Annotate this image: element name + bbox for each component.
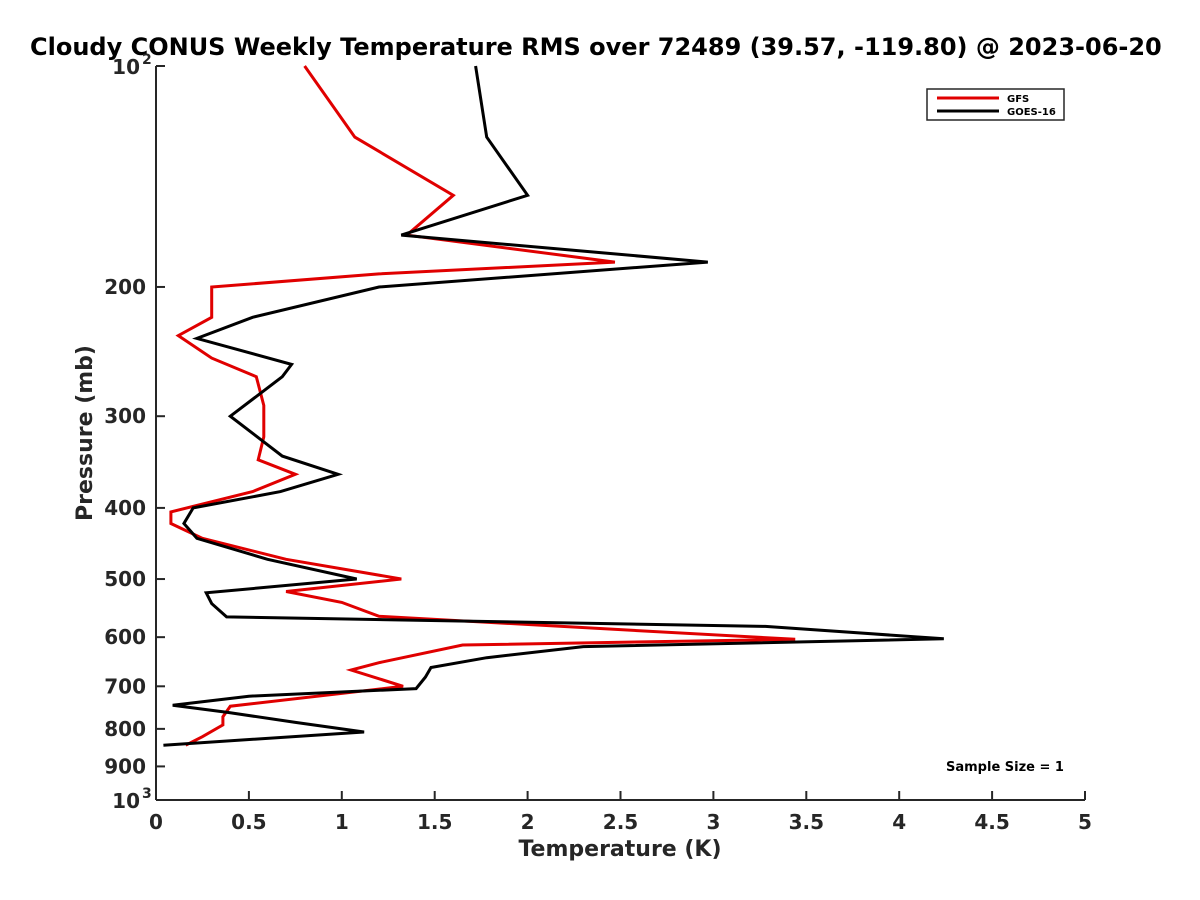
x-axis-label: Temperature (K) (518, 837, 721, 862)
x-tick-label: 3 (706, 810, 720, 834)
sample-size-annotation: Sample Size = 1 (946, 760, 1064, 775)
y-tick-label: 500 (104, 567, 146, 591)
x-tick-label: 0.5 (231, 810, 266, 834)
series-lines (163, 65, 944, 747)
y-tick-label: 300 (104, 404, 146, 428)
y-tick-label: 700 (104, 674, 146, 698)
x-axis-ticks: 0 0.5 1 1.5 2 2.5 3 3.5 4 4.5 5 (149, 791, 1092, 834)
series-line-gfs (169, 65, 796, 747)
series-line-goes-16 (163, 65, 944, 747)
plot-frame (155, 66, 1085, 801)
x-tick-label: 1.5 (417, 810, 452, 834)
legend-label: GFS (1007, 94, 1029, 105)
legend-box (926, 88, 1065, 121)
y-tick-base: 10 (112, 55, 140, 79)
y-tick-label: 900 (104, 754, 146, 778)
y-tick-label: 200 (104, 275, 146, 299)
x-tick-label: 4.5 (974, 810, 1009, 834)
chart-title: Cloudy CONUS Weekly Temperature RMS over… (30, 33, 1162, 61)
x-tick-label: 3.5 (789, 810, 824, 834)
y-tick-base: 10 (112, 789, 140, 813)
x-tick-label: 4 (892, 810, 906, 834)
y-tick-label: 600 (104, 625, 146, 649)
x-tick-label: 2.5 (603, 810, 638, 834)
y-tick-label: 10 (112, 789, 140, 813)
x-tick-label: 5 (1078, 810, 1092, 834)
x-tick-label: 2 (521, 810, 535, 834)
y-tick-label: 800 (104, 717, 146, 741)
y-tick-label: 10 (112, 55, 140, 79)
x-tick-label: 0 (149, 810, 163, 834)
legend: GFS GOES-16 (926, 88, 1065, 121)
x-tick-label: 1 (335, 810, 349, 834)
y-tick-exponent: 2 (142, 52, 152, 68)
legend-label: GOES-16 (1007, 107, 1056, 118)
y-axis-label: Pressure (mb) (73, 345, 98, 521)
y-tick-label: 400 (104, 496, 146, 520)
y-tick-exponent: 3 (142, 786, 152, 802)
